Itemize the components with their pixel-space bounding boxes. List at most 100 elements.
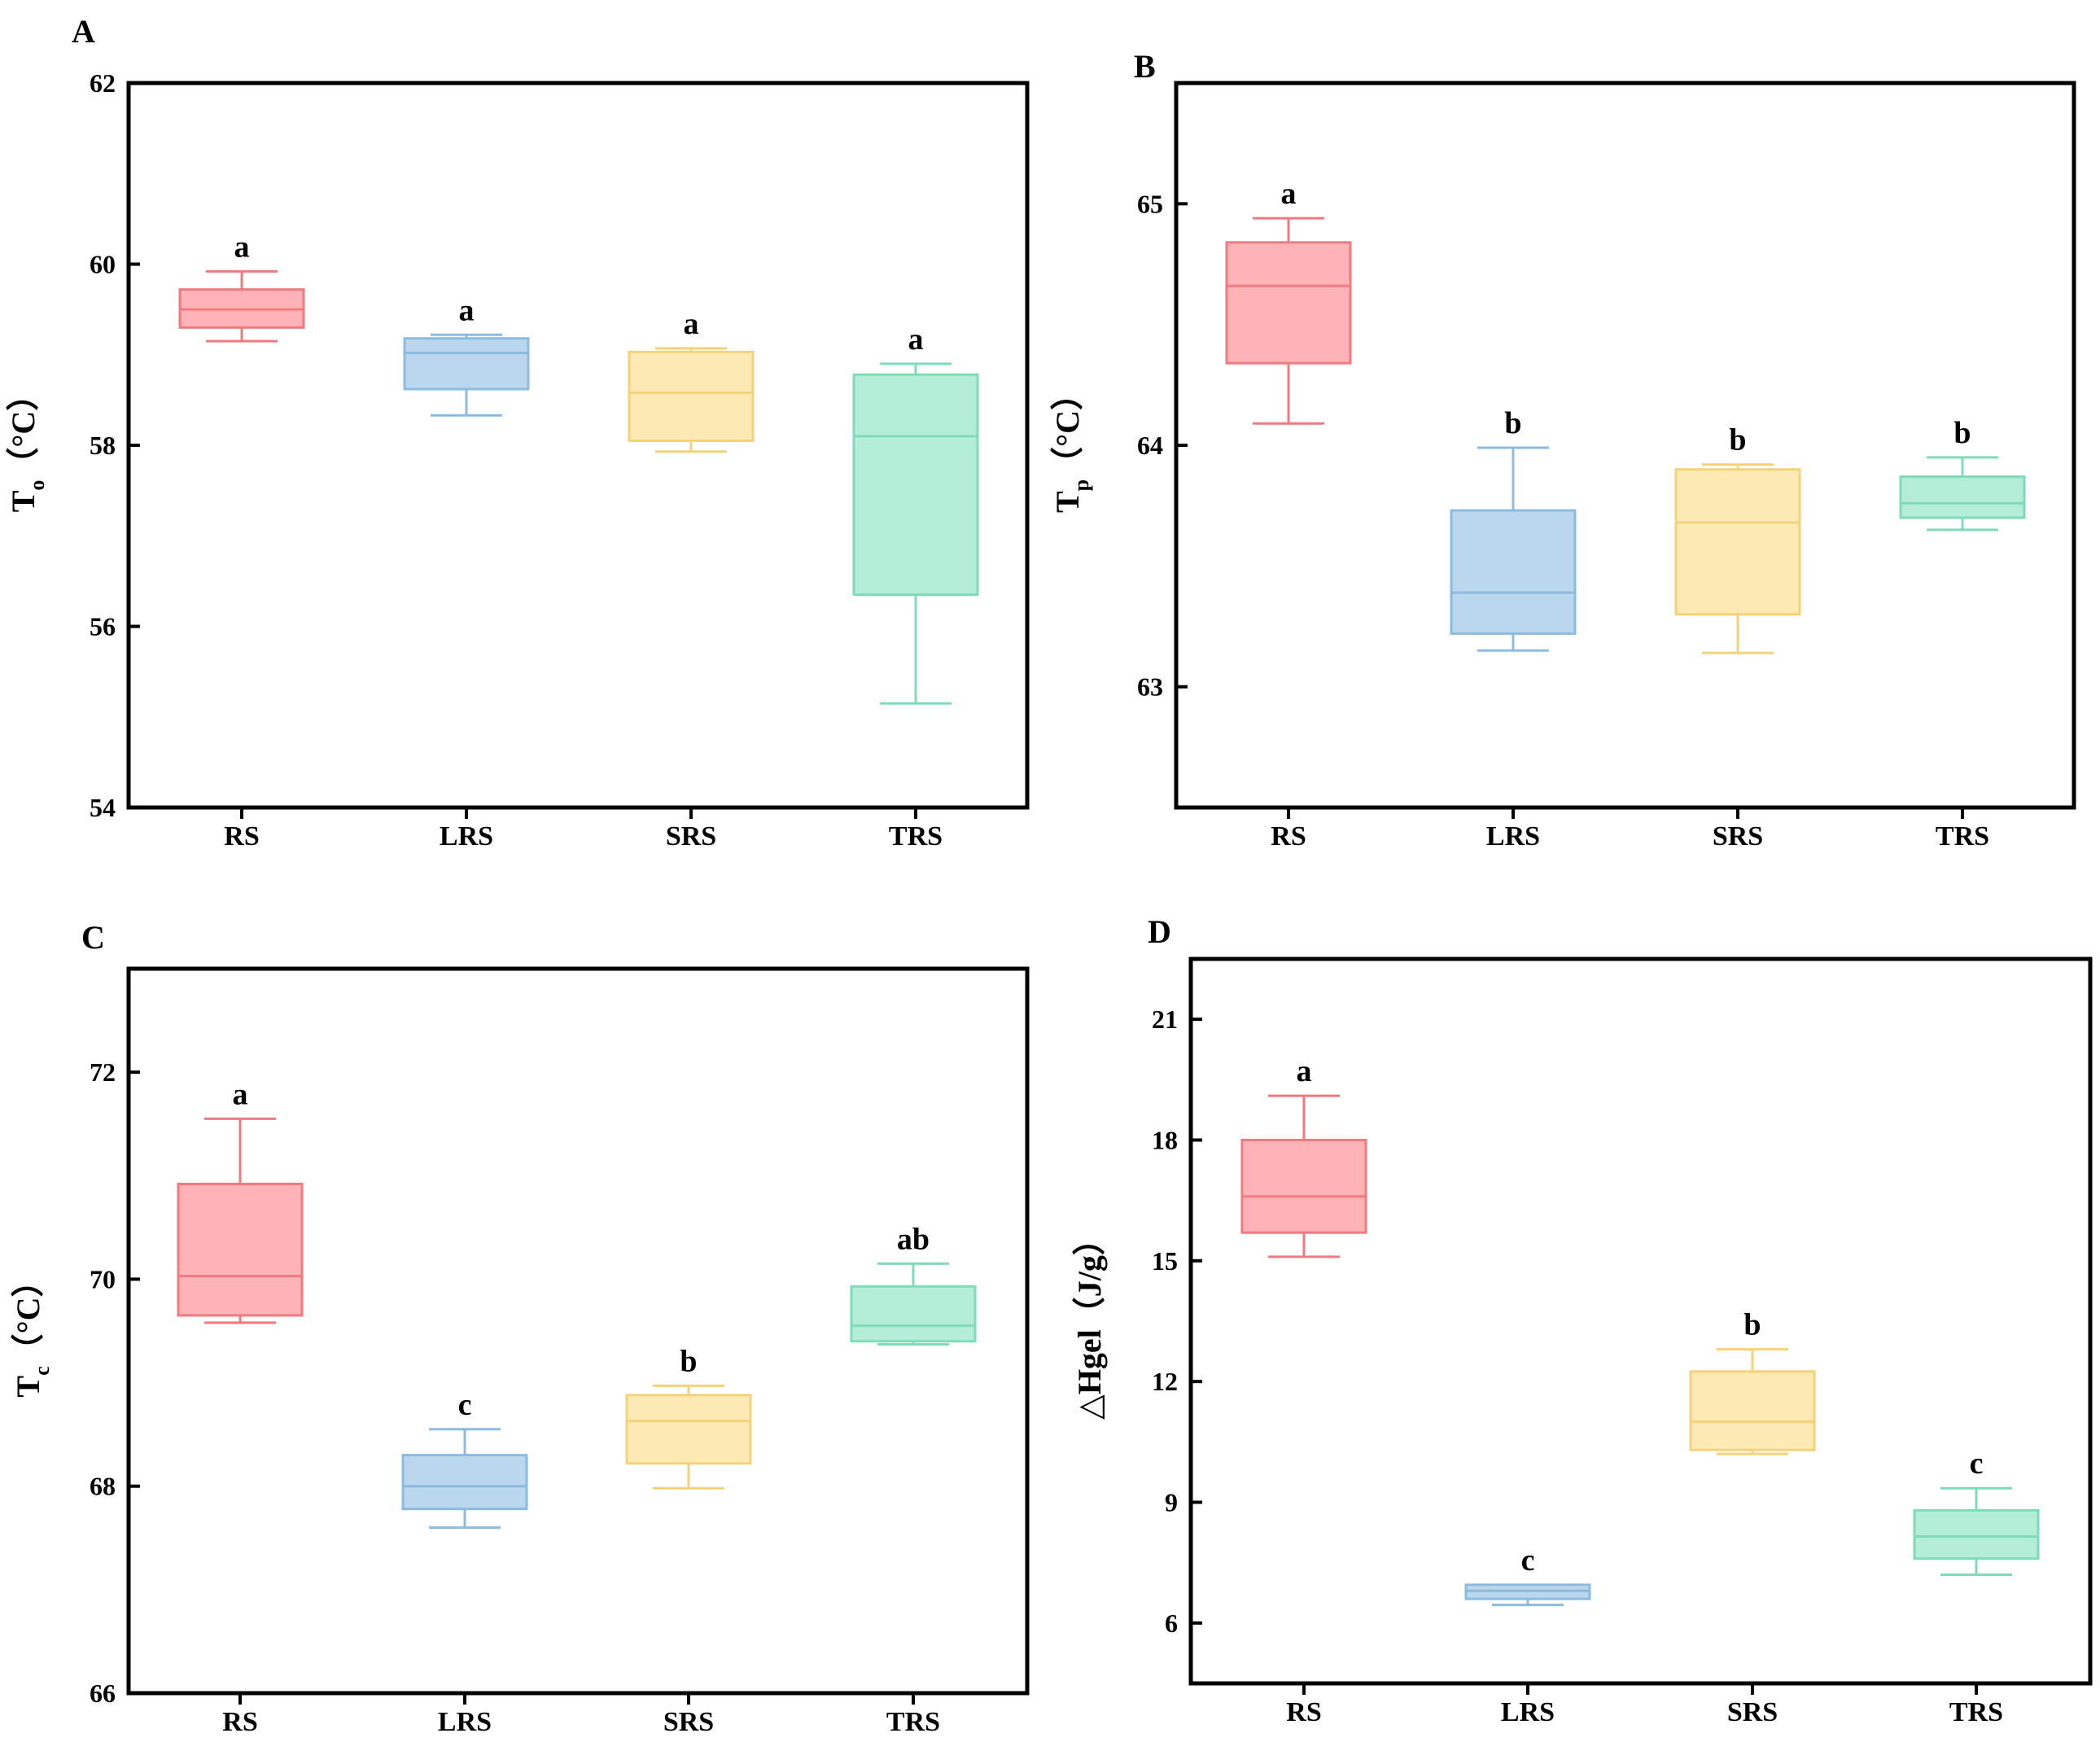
box-srs: SRS b xyxy=(1689,1308,1816,1727)
y-tick-label: 64 xyxy=(1137,431,1163,460)
box-srs: SRS b xyxy=(625,1344,752,1737)
panel-a: A 54 56 58 60 62 To（°C） RS a LRS a SRS a TRS a xyxy=(5,13,1030,851)
y-tick-label: 12 xyxy=(1152,1367,1178,1396)
iqr-box xyxy=(403,337,530,391)
y-tick-label: 63 xyxy=(1137,672,1163,702)
box-trs: TRS ab xyxy=(850,1222,977,1737)
x-tick-label: LRS xyxy=(1486,821,1540,851)
y-axis-label-main: T xyxy=(1049,491,1086,513)
box-srs: SRS a xyxy=(628,307,755,851)
y-axis-label: Tp（°C） xyxy=(1049,378,1093,513)
x-tick-label: TRS xyxy=(889,821,943,851)
panel-label: B xyxy=(1134,48,1156,85)
y-tick-label: 18 xyxy=(1152,1126,1178,1155)
x-tick-label: SRS xyxy=(1727,1697,1778,1727)
y-tick-label: 21 xyxy=(1152,1004,1178,1034)
y-tick-label: 62 xyxy=(90,68,116,98)
significance-letter: b xyxy=(680,1344,697,1378)
y-axis-label-unit: （J/g） xyxy=(1071,1223,1108,1329)
y-tick-label: 9 xyxy=(1165,1488,1178,1517)
significance-letter: c xyxy=(458,1388,472,1422)
significance-letter: a xyxy=(234,230,250,264)
y-axis-label: △Hgel（J/g） xyxy=(1071,1223,1108,1420)
y-axis-label-subscript: p xyxy=(1070,479,1093,491)
iqr-box xyxy=(177,1182,304,1317)
plot-frame xyxy=(1188,956,2093,1686)
iqr-box xyxy=(1674,468,1801,616)
significance-letter: a xyxy=(1297,1054,1312,1088)
significance-letter: a xyxy=(459,293,475,327)
y-tick-label: 58 xyxy=(90,431,116,460)
significance-letter: c xyxy=(1521,1543,1535,1578)
panel-b: B 63 64 65 Tp（°C） RS a LRS b SRS b TRS b xyxy=(1049,48,2076,851)
significance-letter: a xyxy=(908,322,924,357)
y-tick-label: 56 xyxy=(90,612,116,641)
iqr-box xyxy=(1913,1508,2040,1560)
significance-letter: b xyxy=(1743,1308,1761,1342)
significance-letter: a xyxy=(233,1077,248,1111)
panel-label: A xyxy=(72,13,95,50)
box-trs: TRS a xyxy=(852,322,979,851)
panel-label: C xyxy=(81,919,105,956)
x-tick-label: SRS xyxy=(663,1707,714,1737)
x-tick-label: TRS xyxy=(1936,821,1989,851)
x-tick-label: LRS xyxy=(1501,1697,1555,1727)
y-axis-label-unit: （°C） xyxy=(5,379,42,480)
iqr-box xyxy=(401,1454,528,1511)
box-rs: RS a xyxy=(1240,1054,1367,1727)
y-axis-label-unit: （°C） xyxy=(1049,378,1086,479)
y-axis-label: To（°C） xyxy=(5,379,49,513)
plot-frame xyxy=(126,966,1030,1696)
y-axis-label-main: △Hgel xyxy=(1071,1329,1108,1420)
iqr-box xyxy=(1240,1139,1367,1234)
significance-letter: b xyxy=(1504,406,1521,440)
y-tick-label: 70 xyxy=(90,1264,116,1293)
box-rs: RS a xyxy=(178,230,305,851)
y-axis-label-subscript: o xyxy=(25,480,49,491)
x-tick-label: RS xyxy=(224,821,259,851)
box-lrs: LRS c xyxy=(401,1388,528,1737)
y-tick-label: 6 xyxy=(1165,1609,1178,1638)
iqr-box xyxy=(1899,475,2026,519)
box-rs: RS a xyxy=(177,1077,304,1737)
y-axis-label-main: T xyxy=(10,1376,46,1398)
significance-letter: a xyxy=(684,307,699,341)
y-tick-label: 68 xyxy=(90,1472,116,1501)
box-srs: SRS b xyxy=(1674,423,1801,851)
box-trs: TRS b xyxy=(1899,416,2026,851)
y-tick-label: 72 xyxy=(90,1057,116,1087)
x-tick-label: RS xyxy=(222,1707,257,1737)
x-tick-label: SRS xyxy=(666,821,716,851)
y-axis-label: Tc（°C） xyxy=(10,1264,54,1397)
iqr-box xyxy=(1225,241,1352,365)
box-lrs: LRS c xyxy=(1464,1543,1591,1727)
panel-d: D 6 9 12 15 18 21 △Hgel（J/g） RS a LRS c SRS b TRS c xyxy=(1071,913,2093,1727)
x-tick-label: TRS xyxy=(1949,1697,2003,1727)
x-tick-label: TRS xyxy=(886,1707,940,1737)
iqr-box xyxy=(1689,1370,1816,1451)
box-rs: RS a xyxy=(1225,177,1352,851)
y-tick-label: 65 xyxy=(1137,189,1163,218)
x-tick-label: LRS xyxy=(440,821,493,851)
significance-letter: ab xyxy=(897,1222,930,1256)
x-tick-label: RS xyxy=(1286,1697,1321,1727)
box-lrs: LRS a xyxy=(403,293,530,851)
y-axis-label-main: T xyxy=(5,490,42,512)
iqr-box xyxy=(628,350,755,442)
panel-label: D xyxy=(1148,913,1171,950)
iqr-box xyxy=(850,1285,977,1343)
box-lrs: LRS b xyxy=(1450,406,1577,851)
significance-letter: b xyxy=(1953,416,1971,450)
significance-letter: b xyxy=(1729,423,1746,457)
iqr-box xyxy=(852,373,979,597)
y-tick-label: 60 xyxy=(90,250,116,279)
y-axis-label-subscript: c xyxy=(30,1366,54,1376)
x-tick-label: SRS xyxy=(1713,821,1763,851)
box-trs: TRS c xyxy=(1913,1447,2040,1727)
x-tick-label: LRS xyxy=(438,1707,492,1737)
y-tick-label: 54 xyxy=(90,793,116,822)
iqr-box xyxy=(625,1394,752,1465)
